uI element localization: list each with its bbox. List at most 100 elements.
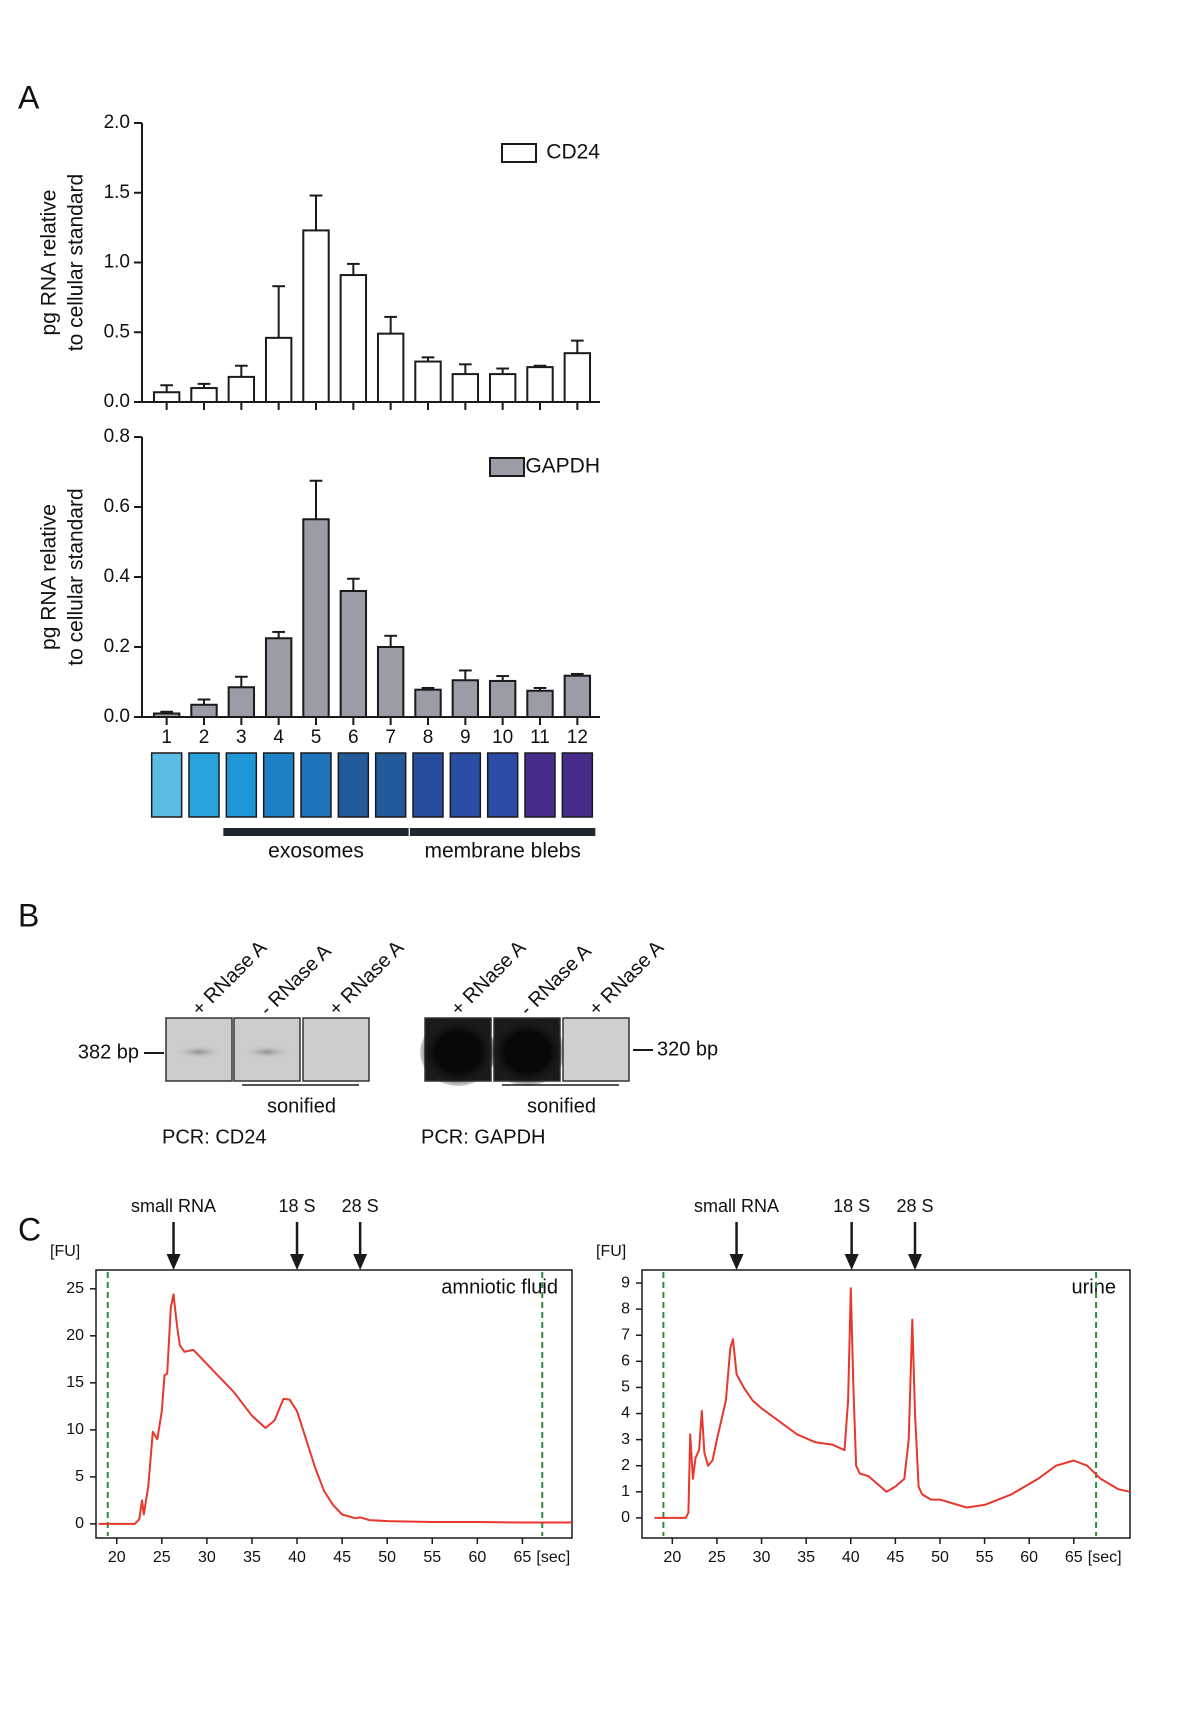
- y-tick-label: 1: [621, 1483, 630, 1500]
- marker-label: 28 S: [342, 1196, 379, 1216]
- y-tick-label: 1.0: [104, 252, 130, 273]
- x-unit: [sec]: [1088, 1549, 1122, 1566]
- y-tick-label: 2: [621, 1457, 630, 1474]
- group-label: sonified: [267, 1095, 336, 1117]
- y-tick-label: 3: [621, 1431, 630, 1448]
- gel-band: [241, 1045, 293, 1059]
- x-tick-label: 40: [842, 1549, 860, 1566]
- trace: [654, 1287, 1131, 1519]
- y-tick-label: 0: [75, 1515, 84, 1532]
- y-tick-label: 0.8: [104, 426, 130, 447]
- bar: [488, 679, 517, 719]
- y-tick-label: 0.2: [104, 636, 130, 657]
- fraction-swatch: [188, 752, 220, 818]
- arrow-head: [166, 1254, 181, 1270]
- gel-band: [420, 1018, 496, 1086]
- x-tick-label: 50: [931, 1549, 949, 1566]
- x-tick-label: 45: [333, 1549, 351, 1566]
- fraction-swatch: [225, 752, 258, 818]
- bar: [563, 674, 592, 719]
- x-tick-label: 2: [199, 727, 210, 748]
- x-tick-label: 65: [1065, 1549, 1083, 1566]
- bar: [414, 360, 442, 404]
- y-tick-label: 15: [66, 1374, 84, 1391]
- size-label: 320 bp: [657, 1038, 718, 1060]
- x-tick-label: 9: [460, 727, 471, 748]
- y-tick-label: 7: [621, 1326, 630, 1343]
- panel-label: A: [18, 79, 40, 115]
- x-tick-label: 25: [708, 1549, 726, 1566]
- panel-label: C: [18, 1211, 41, 1247]
- fraction-swatch: [449, 752, 482, 818]
- size-label: 382 bp: [78, 1041, 139, 1063]
- panel-label: B: [18, 897, 39, 933]
- bar: [152, 712, 181, 718]
- y-tick-label: 9: [621, 1274, 630, 1291]
- y-tick-label: 20: [66, 1327, 84, 1344]
- x-tick-label: 4: [273, 727, 284, 748]
- bar: [376, 646, 405, 718]
- arrow-head: [844, 1254, 859, 1270]
- fraction-swatch: [486, 752, 519, 818]
- x-tick-label: 60: [468, 1549, 486, 1566]
- x-tick-label: 50: [378, 1549, 396, 1566]
- legend-swatch: [501, 143, 537, 163]
- y-tick-label: 0: [621, 1509, 630, 1526]
- bar: [227, 686, 256, 718]
- marker-label: 18 S: [833, 1196, 870, 1216]
- bar: [227, 375, 256, 404]
- y-tick-label: 0.6: [104, 496, 130, 517]
- gel-lane: [302, 1017, 370, 1082]
- y-axis-label: pg RNA relative: [38, 504, 61, 650]
- x-tick-label: 11: [530, 727, 550, 748]
- lane-label: + RNase A: [585, 936, 669, 1020]
- bar: [339, 274, 368, 403]
- pcr-label: PCR: CD24: [162, 1126, 266, 1148]
- bar: [190, 387, 218, 403]
- bar: [190, 703, 218, 718]
- y-axis-label: pg RNA relative: [38, 190, 61, 336]
- y-tick-label: 0.0: [104, 391, 130, 412]
- fraction-swatch: [150, 752, 183, 818]
- bar: [526, 689, 554, 718]
- x-tick-label: 30: [198, 1549, 216, 1566]
- bar: [264, 637, 293, 718]
- y-tick-label: 10: [66, 1421, 84, 1438]
- y-tick-label: 0.4: [104, 566, 131, 587]
- lane-label: + RNase A: [325, 936, 409, 1020]
- arrow-head: [290, 1254, 305, 1270]
- x-tick-label: 55: [976, 1549, 994, 1566]
- y-tick-label: 5: [75, 1468, 84, 1485]
- arrow-head: [729, 1254, 744, 1270]
- y-tick-label: 1.5: [104, 182, 130, 203]
- legend-label: GAPDH: [525, 455, 600, 478]
- plot-frame: [95, 1269, 573, 1539]
- x-tick-label: 3: [236, 727, 247, 748]
- x-tick-label: 20: [663, 1549, 681, 1566]
- x-tick-label: 45: [886, 1549, 904, 1566]
- legend-swatch: [489, 457, 525, 477]
- marker-label: small RNA: [131, 1196, 216, 1216]
- y-axis-label: to cellular standard: [65, 174, 88, 351]
- bar: [264, 336, 293, 403]
- y-unit: [FU]: [50, 1243, 80, 1260]
- y-tick-label: 0.0: [104, 706, 130, 727]
- x-tick-label: 1: [161, 727, 172, 748]
- x-tick-label: 8: [423, 727, 434, 748]
- sample-label: urine: [1072, 1276, 1116, 1298]
- fraction-swatch: [337, 752, 370, 818]
- x-tick-label: 5: [311, 727, 322, 748]
- x-tick-label: 7: [385, 727, 396, 748]
- marker-label: 28 S: [896, 1196, 933, 1216]
- group-label: membrane blebs: [424, 840, 580, 863]
- bar: [563, 352, 592, 403]
- fraction-swatch: [561, 752, 594, 818]
- group-label: exosomes: [268, 840, 364, 863]
- fraction-swatch: [262, 752, 295, 818]
- bar: [376, 332, 405, 403]
- y-tick-label: 8: [621, 1300, 630, 1317]
- x-tick-label: 60: [1020, 1549, 1038, 1566]
- x-tick-label: 40: [288, 1549, 306, 1566]
- y-unit: [FU]: [596, 1243, 626, 1260]
